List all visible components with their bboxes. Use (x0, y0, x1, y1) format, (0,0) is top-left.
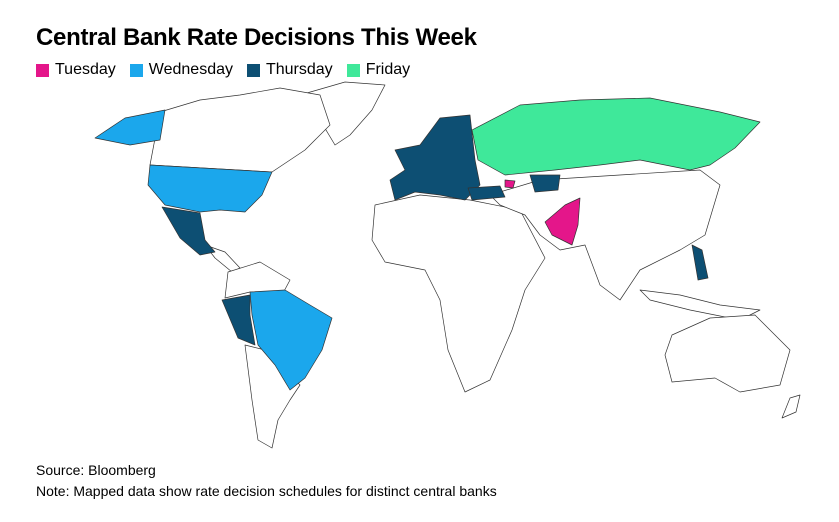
legend-label: Friday (365, 61, 411, 78)
legend-swatch (246, 63, 260, 77)
note: Note: Mapped data show rate decision sch… (36, 483, 497, 499)
mexico (161, 206, 216, 256)
legend-item: Wednesday (129, 61, 233, 79)
legend-label: Wednesday (148, 61, 233, 78)
legend-item: Thursday (246, 61, 333, 79)
europe (389, 114, 481, 201)
peru (221, 294, 256, 346)
legend-item: Tuesday (36, 61, 116, 79)
legend-swatch (36, 63, 49, 77)
turkey (467, 185, 506, 201)
alaska (94, 109, 166, 146)
legend: Tuesday Wednesday Thursday Friday (36, 61, 410, 79)
pakistan (544, 197, 581, 246)
central-asia (529, 174, 561, 193)
philippines (691, 244, 709, 281)
southeast-asia (639, 289, 761, 321)
brazil (249, 289, 333, 391)
source: Source: Bloomberg (36, 462, 156, 478)
united-states (147, 164, 273, 213)
canada (149, 87, 331, 173)
legend-swatch (129, 63, 143, 77)
middle-east-asia (489, 169, 721, 301)
legend-label: Thursday (265, 61, 333, 78)
legend-swatch (346, 63, 360, 77)
new-zealand (781, 394, 801, 419)
africa (371, 194, 546, 393)
legend-item: Friday (346, 61, 411, 79)
georgia (504, 179, 516, 189)
australia (664, 314, 791, 393)
map-title: Central Bank Rate Decisions This Week (36, 24, 477, 51)
legend-label: Tuesday (55, 61, 116, 78)
russia (471, 97, 761, 176)
